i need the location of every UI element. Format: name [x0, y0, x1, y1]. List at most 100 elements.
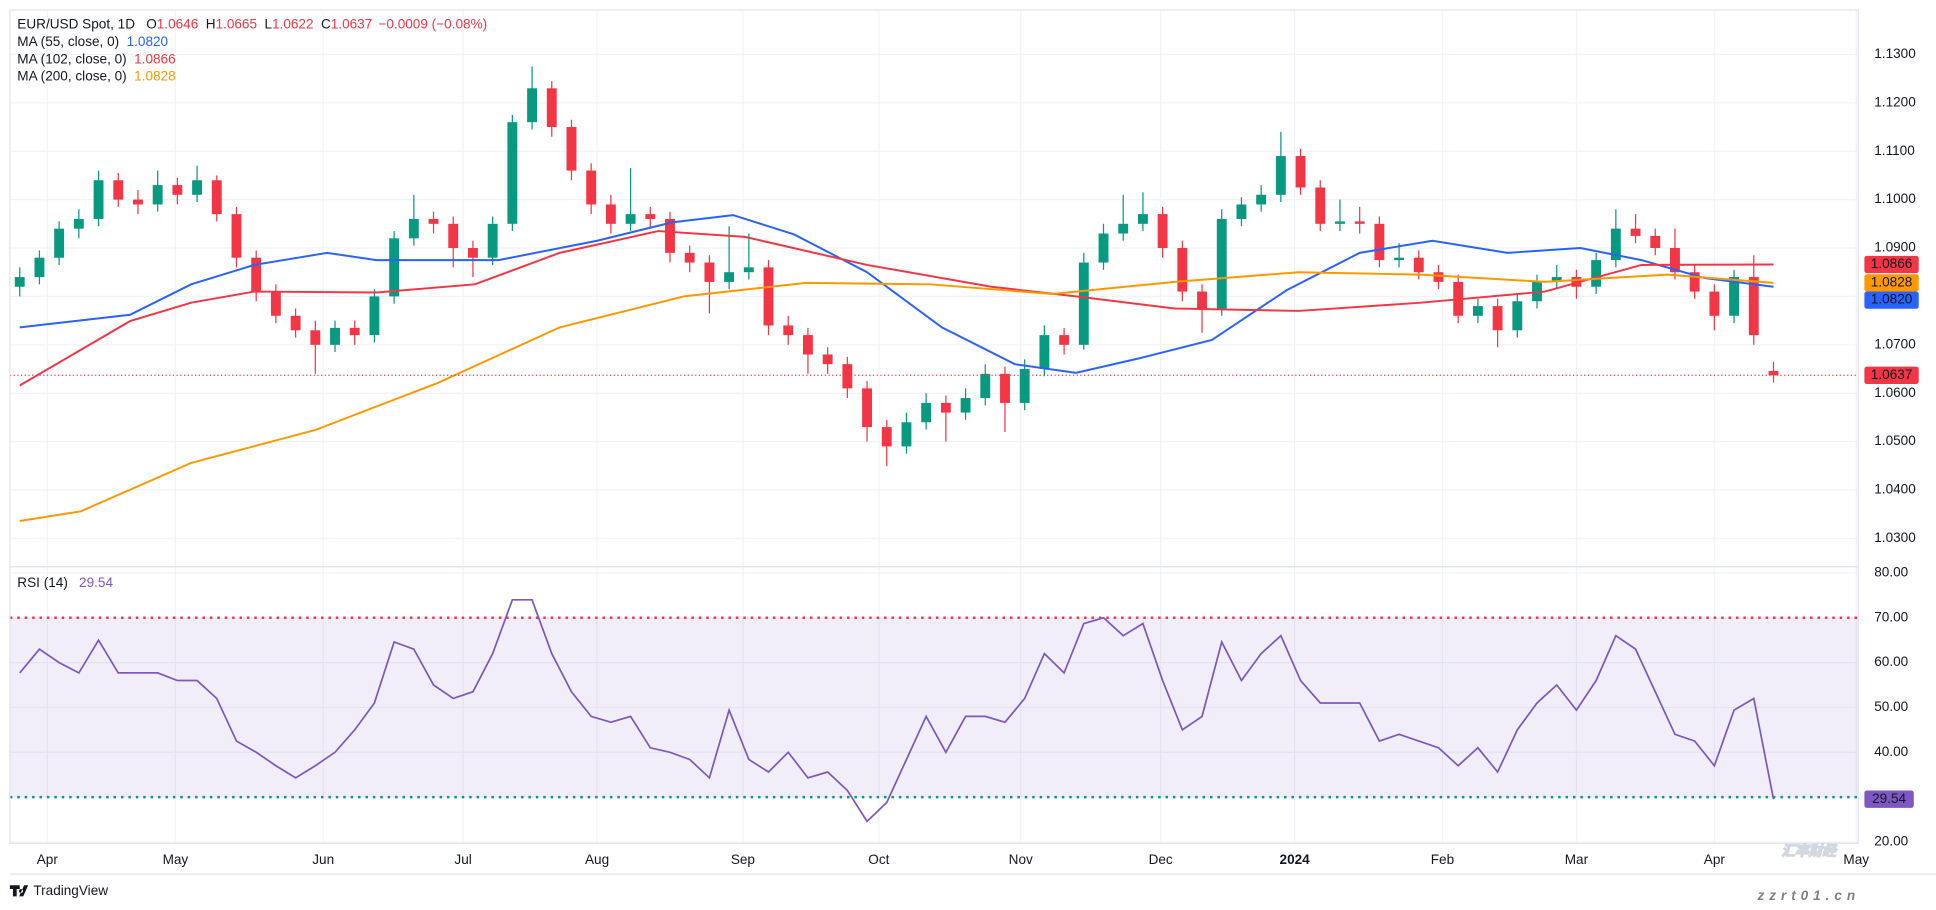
- ohlc-label: C: [321, 16, 331, 31]
- candle-body: [14, 277, 25, 287]
- candle-body: [684, 252, 695, 263]
- candle-body: [527, 88, 538, 123]
- ma-price-label: 1.0828: [1871, 274, 1913, 289]
- candle-body: [743, 267, 754, 273]
- last-price-box: [1864, 366, 1919, 384]
- candle-body: [1019, 369, 1030, 403]
- plot-area: [9, 66, 1859, 823]
- candle-body: [1098, 233, 1109, 263]
- ohlc-label: O: [146, 16, 157, 31]
- candle-body: [1354, 221, 1365, 224]
- candle-body: [1177, 248, 1188, 292]
- candle-body: [783, 325, 794, 336]
- brand-logo: [9, 885, 29, 897]
- moving-average: [19, 271, 1774, 522]
- x-tick-label: May: [163, 852, 189, 867]
- y-tick-label: 1.0500: [1874, 433, 1916, 448]
- candle-body: [1512, 301, 1523, 331]
- candle-body: [1216, 218, 1227, 309]
- candle-body: [862, 388, 872, 428]
- candle-body: [133, 199, 143, 205]
- ohlc-label: H: [206, 16, 216, 31]
- candle-body: [408, 218, 419, 239]
- candle-body: [1610, 228, 1621, 261]
- candle-body: [389, 238, 400, 297]
- candle-body: [1118, 223, 1129, 234]
- brand-text: TradingView: [33, 883, 108, 898]
- moving-average: [19, 230, 1774, 387]
- x-tick-label: Jun: [312, 852, 334, 867]
- rsi-line: [19, 598, 1775, 823]
- candle-body: [290, 315, 301, 331]
- x-tick-label: 2024: [1280, 852, 1311, 867]
- candle-body: [192, 180, 203, 195]
- rsi-tick-label: 60.00: [1874, 654, 1908, 669]
- watermark-url: zzrt01.cn: [1757, 888, 1861, 903]
- candle-body: [1670, 248, 1680, 273]
- grid: [9, 9, 1859, 844]
- candle-body: [1039, 335, 1050, 370]
- candle-body: [1689, 272, 1700, 292]
- ma-name: MA (55, close, 0): [17, 34, 119, 49]
- ma-value: 1.0866: [134, 51, 176, 66]
- candle-body: [665, 218, 675, 253]
- candle-body: [330, 327, 340, 345]
- candle-body: [724, 272, 735, 282]
- candle-body: [1729, 277, 1740, 316]
- candle-body: [1236, 204, 1247, 219]
- y-tick-label: 1.0600: [1874, 385, 1916, 400]
- candle-body: [1137, 214, 1148, 224]
- rsi-tick-label: 20.00: [1874, 834, 1908, 849]
- x-tick-label: Apr: [1704, 852, 1726, 867]
- ma-legend: MA (200, close, 0) 1.0828: [17, 68, 175, 83]
- ma-price-label: 1.0866: [1871, 256, 1913, 271]
- candle-body: [940, 402, 951, 413]
- candle-body: [448, 223, 459, 249]
- rsi-tick-label: 70.00: [1874, 609, 1908, 624]
- candle-body: [1650, 235, 1661, 249]
- change: −0.0009 (−0.08%): [378, 16, 487, 31]
- candle-body: [1275, 156, 1286, 195]
- candle-body: [507, 122, 518, 224]
- y-tick-label: 1.1100: [1874, 143, 1915, 158]
- ma-name: MA (200, close, 0): [17, 68, 126, 83]
- x-tick-label: Jul: [454, 852, 471, 867]
- x-tick-label: Feb: [1431, 852, 1454, 867]
- rsi-band: [9, 617, 1859, 798]
- candle-body: [586, 170, 597, 205]
- x-tick-label: Mar: [1565, 852, 1589, 867]
- ohlc-label: L: [264, 16, 272, 31]
- ohlc-value: 1.0637: [331, 16, 373, 31]
- rsi-legend: RSI (14) 29.54: [17, 574, 113, 589]
- rsi-tick-label: 50.00: [1874, 699, 1908, 714]
- ma-name: MA (102, close, 0): [17, 51, 126, 66]
- brand: TradingView: [9, 883, 108, 898]
- candle-body: [625, 214, 636, 224]
- candle-body: [1413, 257, 1424, 273]
- candle-body: [822, 354, 833, 365]
- candle-body: [605, 204, 616, 224]
- candle-body: [1374, 223, 1385, 261]
- candle-body: [211, 180, 222, 215]
- rsi-tick-label: 80.00: [1874, 565, 1908, 580]
- rsi-last-box: [1864, 790, 1914, 808]
- rsi-tick-label: 40.00: [1874, 744, 1908, 759]
- candle-body: [1591, 260, 1602, 287]
- candle-body: [1630, 228, 1641, 236]
- candle-body: [1315, 187, 1326, 224]
- ma-legend: MA (55, close, 0) 1.0820: [17, 34, 168, 49]
- moving-average: [19, 214, 1774, 374]
- candle-body: [1748, 277, 1759, 336]
- ma-price-box: [1864, 255, 1919, 274]
- y-tick-label: 1.0300: [1874, 530, 1916, 545]
- candle-body: [704, 262, 715, 282]
- candle-body: [1394, 257, 1405, 261]
- ma-price-label: 1.0820: [1871, 292, 1913, 307]
- candle-body: [1433, 272, 1444, 282]
- candle-body: [921, 402, 932, 423]
- candle-body: [54, 228, 65, 258]
- ma-price-box: [1864, 274, 1919, 292]
- candle-body: [1059, 335, 1070, 345]
- y-tick-label: 1.1300: [1874, 46, 1916, 61]
